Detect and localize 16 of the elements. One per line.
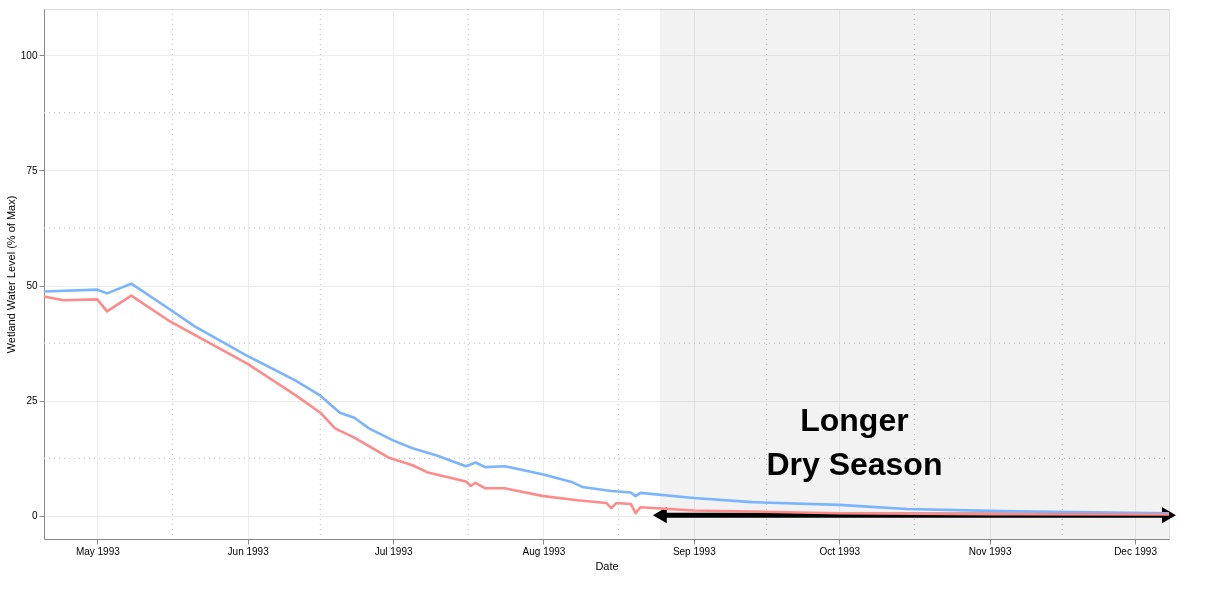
x-tick-label: Dec 1993 — [1114, 545, 1158, 557]
x-axis-title: Date — [595, 559, 619, 572]
x-tick-label: Jul 1993 — [374, 545, 413, 557]
x-tick-label: Nov 1993 — [968, 545, 1012, 557]
y-tick-label: 0 — [31, 510, 38, 522]
y-axis-title: Wetland Water Level (% of Max) — [4, 195, 17, 354]
y-tick-label: 75 — [26, 164, 38, 176]
y-tick-label: 50 — [26, 280, 38, 292]
band-label: Longer Dry Season — [766, 402, 943, 483]
x-tick-label: Aug 1993 — [522, 545, 566, 557]
x-tick-label: May 1993 — [75, 545, 121, 557]
x-tick-label: Sep 1993 — [672, 545, 717, 557]
y-tick-label: 100 — [20, 49, 38, 61]
x-tick-label: Jun 1993 — [227, 545, 270, 557]
y-tick-label: 25 — [26, 395, 38, 407]
x-tick-label: Oct 1993 — [819, 545, 861, 557]
